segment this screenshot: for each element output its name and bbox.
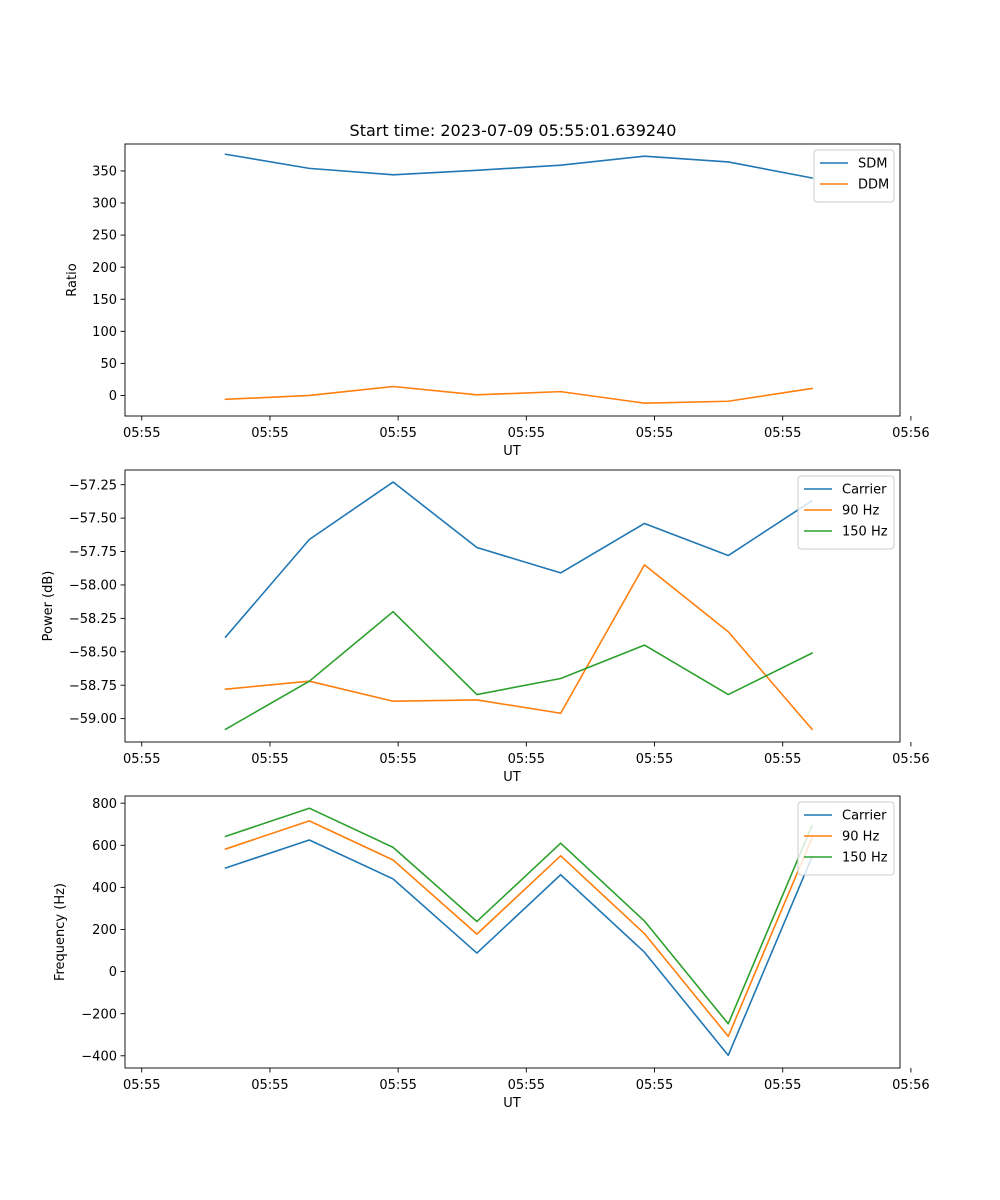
series-line-90-hz (224, 820, 814, 1038)
x-tick-label: 05:56 (892, 1078, 929, 1093)
y-tick-label: 50 (100, 357, 117, 372)
y-tick-label: 350 (92, 165, 117, 180)
y-tick-label: −59.00 (69, 712, 117, 727)
x-tick-label: 05:55 (636, 1078, 673, 1093)
x-tick-label: 05:55 (764, 426, 801, 441)
y-tick-label: 0 (109, 389, 117, 404)
chart-title: Start time: 2023-07-09 05:55:01.639240 (350, 121, 677, 140)
axes-frame (124, 469, 901, 743)
y-tick-label: 300 (92, 197, 117, 212)
x-tick-label: 05:55 (508, 426, 545, 441)
y-tick-label: −58.50 (69, 645, 117, 660)
axes-frame (124, 143, 901, 417)
y-tick-label: 200 (92, 261, 117, 276)
y-tick-label: −400 (81, 1049, 117, 1064)
x-tick-label: 05:56 (892, 426, 929, 441)
x-tick-label: 05:55 (379, 1078, 416, 1093)
x-tick-label: 05:56 (892, 752, 929, 767)
legend: SDM DDM (813, 149, 895, 203)
y-tick-label: −57.25 (69, 478, 117, 493)
y-tick-label: 150 (92, 293, 117, 308)
subplot-2: 05:55 05:55 05:55 05:55 05:55 05:55 05:56 −59.0… (41, 469, 930, 785)
legend-label: Carrier (842, 809, 887, 824)
legend-label: SDM (858, 157, 887, 172)
series-line-150-hz (224, 610, 814, 731)
series-line-ddm (224, 385, 813, 404)
y-tick-label: 600 (92, 839, 117, 854)
x-axis-label: UT (503, 1096, 521, 1111)
x-tick-label: 05:55 (123, 1078, 160, 1093)
x-tick-label: 05:55 (251, 426, 288, 441)
x-tick-label: 05:55 (508, 1078, 545, 1093)
legend-label: 150 Hz (842, 851, 888, 866)
y-tick-label: 800 (92, 797, 117, 812)
series-line-90-hz (224, 564, 814, 731)
axes-frame (124, 795, 901, 1069)
series-line-sdm (224, 153, 813, 179)
y-axis-label: Power (dB) (41, 571, 56, 642)
y-axis-label: Frequency (Hz) (53, 883, 68, 981)
x-tick-label: 05:55 (379, 426, 416, 441)
legend-label: Carrier (842, 483, 887, 498)
x-tick-label: 05:55 (251, 752, 288, 767)
x-tick-label: 05:55 (251, 1078, 288, 1093)
y-tick-label: −57.75 (69, 545, 117, 560)
x-axis-label: UT (503, 770, 521, 785)
series-line-carrier (224, 839, 814, 1057)
x-tick-label: 05:55 (764, 752, 801, 767)
x-tick-label: 05:55 (123, 752, 160, 767)
y-tick-label: 0 (109, 965, 117, 980)
subplot-1: 05:55 05:55 05:55 05:55 05:55 05:55 05:56 0 50 10… (65, 143, 930, 459)
x-tick-label: 05:55 (508, 752, 545, 767)
legend-label: DDM (858, 178, 889, 193)
legend-label: 150 Hz (842, 525, 888, 540)
legend-label: 90 Hz (842, 830, 879, 845)
y-tick-label: −58.25 (69, 612, 117, 627)
y-tick-label: 250 (92, 229, 117, 244)
y-tick-label: −57.50 (69, 512, 117, 527)
x-tick-label: 05:55 (123, 426, 160, 441)
legend: Carrier 90 Hz 150 Hz (797, 801, 895, 876)
y-tick-label: 200 (92, 923, 117, 938)
legend: Carrier 90 Hz 150 Hz (797, 475, 895, 550)
y-axis-label: Ratio (65, 263, 80, 296)
x-tick-label: 05:55 (379, 752, 416, 767)
y-tick-label: 400 (92, 881, 117, 896)
x-tick-label: 05:55 (764, 1078, 801, 1093)
y-tick-label: −200 (81, 1007, 117, 1022)
y-tick-label: 100 (92, 325, 117, 340)
x-tick-label: 05:55 (636, 752, 673, 767)
y-tick-label: −58.75 (69, 679, 117, 694)
legend-label: 90 Hz (842, 504, 879, 519)
series-line-carrier (224, 481, 814, 639)
series-line-150-hz (224, 807, 814, 1025)
x-tick-label: 05:55 (636, 426, 673, 441)
subplots: 05:55 05:55 05:55 05:55 05:55 05:55 05:56 0 50 10… (41, 143, 930, 1111)
subplot-3: 05:55 05:55 05:55 05:55 05:55 05:55 05:56 −400 −… (53, 795, 930, 1111)
x-axis-label: UT (503, 444, 521, 459)
y-tick-label: −58.00 (69, 579, 117, 594)
